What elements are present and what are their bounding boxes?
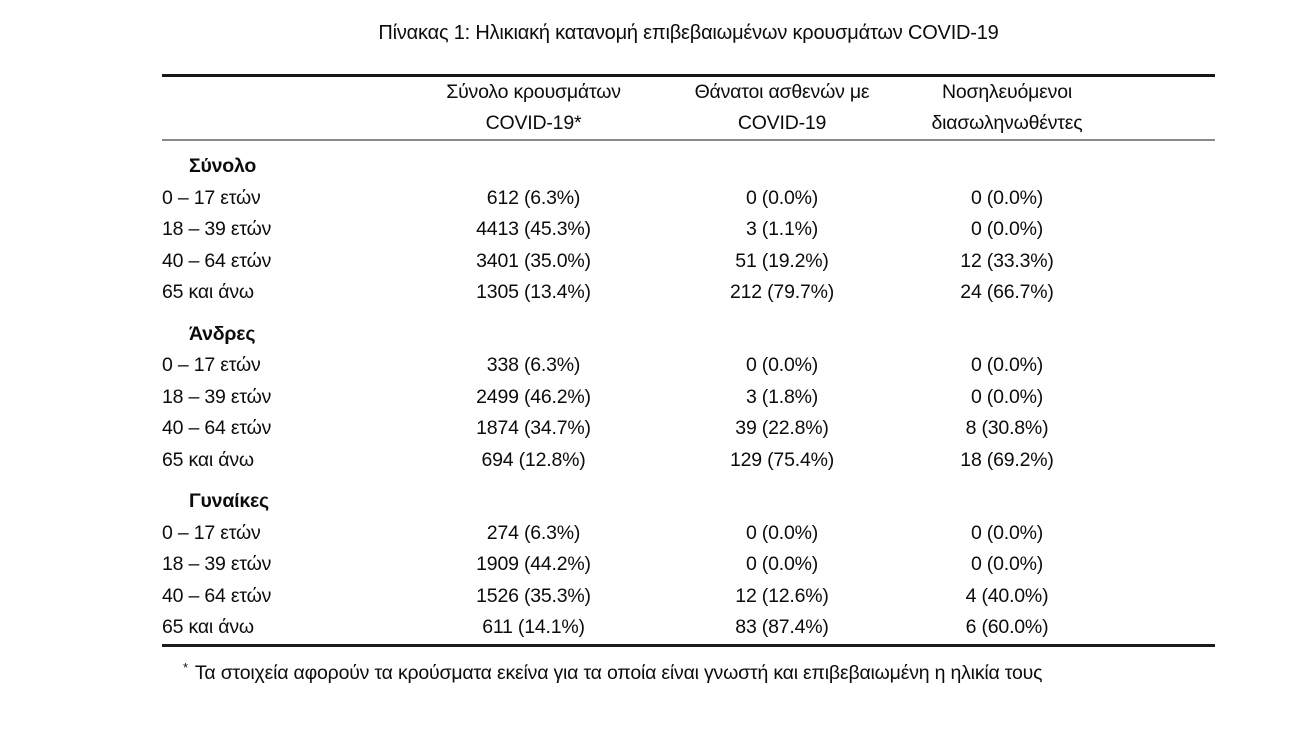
intubated-cell: 24 (66.7%): [960, 281, 1054, 304]
intubated-cell: 0 (0.0%): [970, 354, 1044, 377]
section-label: Άνδρες: [189, 322, 256, 345]
filler-cell: [1117, 612, 1215, 645]
column-header-intubated-line1: Νοσηλευόμενοι: [941, 81, 1072, 103]
cases-cell: 1526 (35.3%): [476, 584, 591, 607]
section-row-total: Σύνολο: [162, 140, 1215, 183]
cases-cell: 694 (12.8%): [481, 448, 586, 471]
deaths-cell: 3 (1.8%): [745, 385, 819, 408]
footnote-asterisk: *: [183, 659, 188, 675]
deaths-cell: 0 (0.0%): [745, 553, 819, 576]
table-row: 65 και άνω 694 (12.8%) 129 (75.4%) 18 (6…: [162, 445, 1215, 477]
age-group-label: 0 – 17 ετών: [162, 186, 261, 209]
deaths-cell: 83 (87.4%): [735, 616, 829, 639]
deaths-cell: 0 (0.0%): [745, 521, 819, 544]
filler-cell: [1117, 350, 1215, 382]
filler-cell: [1117, 549, 1215, 581]
cases-cell: 338 (6.3%): [486, 354, 581, 377]
cases-cell: 611 (14.1%): [482, 616, 585, 639]
table-row: 0 – 17 ετών 338 (6.3%) 0 (0.0%) 0 (0.0%): [162, 350, 1215, 382]
table-header: Σύνολο κρουσμάτων COVID-19* Θάνατοι ασθε…: [162, 75, 1215, 141]
column-header-deaths-line2: COVID-19: [737, 112, 827, 134]
intubated-cell: 0 (0.0%): [970, 218, 1044, 241]
age-group-label: 0 – 17 ετών: [162, 354, 261, 377]
column-header-filler: [1117, 75, 1215, 141]
deaths-cell: 0 (0.0%): [745, 354, 819, 377]
deaths-cell: 51 (19.2%): [735, 249, 829, 272]
intubated-cell: 4 (40.0%): [965, 584, 1049, 607]
cases-cell: 612 (6.3%): [486, 186, 581, 209]
deaths-cell: 39 (22.8%): [735, 417, 829, 440]
table-row: 0 – 17 ετών 612 (6.3%) 0 (0.0%) 0 (0.0%): [162, 183, 1215, 215]
intubated-cell: 0 (0.0%): [970, 521, 1044, 544]
cases-cell: 3401 (35.0%): [476, 249, 591, 272]
column-header-intubated: Νοσηλευόμενοι διασωληνωθέντες: [897, 75, 1117, 141]
intubated-cell: 0 (0.0%): [970, 385, 1044, 408]
age-group-label: 40 – 64 ετών: [162, 584, 272, 607]
deaths-cell: 0 (0.0%): [745, 186, 819, 209]
covid19-age-distribution-table: Σύνολο κρουσμάτων COVID-19* Θάνατοι ασθε…: [162, 74, 1215, 647]
deaths-cell: 129 (75.4%): [729, 448, 835, 471]
table-row: 18 – 39 ετών 4413 (45.3%) 3 (1.1%) 0 (0.…: [162, 214, 1215, 246]
column-header-cases: Σύνολο κρουσμάτων COVID-19*: [400, 75, 667, 141]
table-row: 65 και άνω 611 (14.1%) 83 (87.4%) 6 (60.…: [162, 612, 1215, 645]
age-group-label: 18 – 39 ετών: [162, 553, 272, 576]
footnote-text: Τα στοιχεία αφορούν τα κρούσματα εκείνα …: [194, 662, 1043, 684]
intubated-cell: 18 (69.2%): [960, 448, 1054, 471]
cases-cell: 4413 (45.3%): [476, 218, 591, 241]
section-label: Σύνολο: [189, 155, 257, 178]
cases-cell: 1874 (34.7%): [476, 417, 591, 440]
intubated-cell: 0 (0.0%): [970, 186, 1044, 209]
column-header-intubated-line2: διασωληνωθέντες: [931, 112, 1083, 134]
section-row-men: Άνδρες: [162, 309, 1215, 351]
age-group-label: 40 – 64 ετών: [162, 249, 272, 272]
table-row: 65 και άνω 1305 (13.4%) 212 (79.7%) 24 (…: [162, 277, 1215, 309]
table-row: 18 – 39 ετών 1909 (44.2%) 0 (0.0%) 0 (0.…: [162, 549, 1215, 581]
filler-cell: [1117, 277, 1215, 309]
table-row: 40 – 64 ετών 1526 (35.3%) 12 (12.6%) 4 (…: [162, 581, 1215, 613]
cases-cell: 1305 (13.4%): [476, 281, 591, 304]
column-header-deaths: Θάνατοι ασθενών με COVID-19: [667, 75, 897, 141]
age-group-label: 18 – 39 ετών: [162, 385, 272, 408]
deaths-cell: 12 (12.6%): [735, 584, 829, 607]
table-row: 40 – 64 ετών 1874 (34.7%) 39 (22.8%) 8 (…: [162, 413, 1215, 445]
cases-cell: 2499 (46.2%): [476, 385, 591, 408]
intubated-cell: 8 (30.8%): [965, 417, 1049, 440]
filler-cell: [1117, 214, 1215, 246]
deaths-cell: 3 (1.1%): [745, 218, 819, 241]
age-group-label: 40 – 64 ετών: [162, 417, 272, 440]
filler-cell: [1117, 183, 1215, 215]
column-header-cases-line1: Σύνολο κρουσμάτων: [446, 81, 621, 103]
intubated-cell: 0 (0.0%): [970, 553, 1044, 576]
intubated-cell: 6 (60.0%): [965, 616, 1049, 639]
table-row: 18 – 39 ετών 2499 (46.2%) 3 (1.8%) 0 (0.…: [162, 382, 1215, 414]
filler-cell: [1117, 445, 1215, 477]
column-header-deaths-line1: Θάνατοι ασθενών με: [694, 81, 870, 103]
age-group-label: 65 και άνω: [162, 281, 254, 304]
column-header-cases-line2: COVID-19*: [485, 112, 582, 134]
intubated-cell: 12 (33.3%): [960, 249, 1054, 272]
cases-cell: 1909 (44.2%): [476, 553, 591, 576]
age-group-label: 65 και άνω: [162, 616, 254, 639]
column-header-empty: [162, 75, 400, 141]
filler-cell: [1117, 518, 1215, 550]
age-group-label: 18 – 39 ετών: [162, 218, 272, 241]
age-group-label: 65 και άνω: [162, 448, 254, 471]
filler-cell: [1117, 581, 1215, 613]
table-caption: Πίνακας 1: Ηλικιακή κατανομή επιβεβαιωμέ…: [378, 22, 999, 44]
section-row-women: Γυναίκες: [162, 476, 1215, 518]
filler-cell: [1117, 413, 1215, 445]
filler-cell: [1117, 246, 1215, 278]
table-footnote: * Τα στοιχεία αφορούν τα κρούσματα εκείνα…: [162, 659, 1215, 685]
age-group-label: 0 – 17 ετών: [162, 521, 261, 544]
table-row: 40 – 64 ετών 3401 (35.0%) 51 (19.2%) 12 …: [162, 246, 1215, 278]
section-label: Γυναίκες: [189, 490, 269, 513]
cases-cell: 274 (6.3%): [486, 521, 581, 544]
deaths-cell: 212 (79.7%): [729, 281, 835, 304]
table-body: Σύνολο 0 – 17 ετών 612 (6.3%) 0 (0.0%) 0…: [162, 140, 1215, 645]
table-row: 0 – 17 ετών 274 (6.3%) 0 (0.0%) 0 (0.0%): [162, 518, 1215, 550]
filler-cell: [1117, 382, 1215, 414]
